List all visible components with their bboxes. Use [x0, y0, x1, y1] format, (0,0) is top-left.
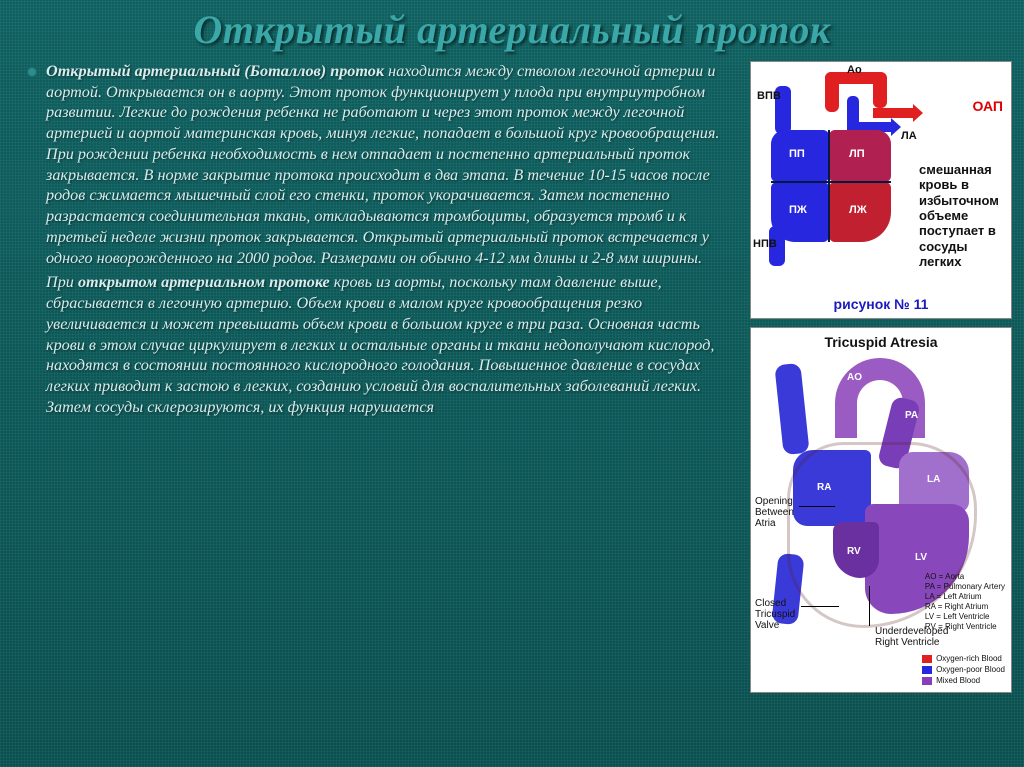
p2-closed: Closed Tricuspid Valve [755, 598, 805, 631]
legend-row: Oxygen-poor Blood [922, 665, 1005, 675]
abbr-row: AO = Aorta [925, 572, 1005, 582]
p2-la: LA [927, 474, 940, 485]
abbr-row: PA = Pulmonary Artery [925, 582, 1005, 592]
text-column: Открытый артериальный (Боталлов) проток … [28, 61, 742, 693]
legend-label: Mixed Blood [936, 676, 980, 686]
para2-pre: При [46, 273, 78, 291]
image-column: ПП ЛП ПЖ ЛЖ Ао ВПВ ОАП ЛА НПВ смешанная … [750, 61, 1012, 693]
p2-ra: RA [817, 482, 831, 493]
bullet-para-1: Открытый артериальный (Боталлов) проток … [28, 61, 742, 268]
lbl-oap: ОАП [972, 98, 1003, 114]
lbl-lp: ЛП [849, 148, 865, 160]
abbr-row: LA = Left Atrium [925, 592, 1005, 602]
oap-side-text: смешанная кровь в избыточном объеме пост… [919, 162, 1005, 269]
para1-bold: Открытый артериальный (Боталлов) проток [46, 62, 384, 80]
slide-title: Открытый артериальный проток [0, 0, 1024, 61]
abbr-row: LV = Left Ventricle [925, 612, 1005, 622]
paragraph-2: При открытом артериальном протоке кровь … [28, 272, 742, 417]
tricuspid-title: Tricuspid Atresia [751, 328, 1011, 352]
p2-rv: RV [847, 546, 861, 557]
lbl-pzh: ПЖ [789, 204, 807, 216]
legend-label: Oxygen-poor Blood [936, 665, 1005, 675]
p2-opening: Opening Between Atria [755, 496, 801, 529]
swatch-icon [922, 677, 932, 685]
lbl-la: ЛА [901, 130, 917, 142]
abbr-row: RA = Right Atrium [925, 602, 1005, 612]
para2-bold: открытом артериальном протоке [78, 273, 330, 291]
p2-ao: AO [847, 372, 862, 383]
lbl-ao: Ао [847, 64, 862, 76]
bullet-icon [28, 68, 36, 76]
figure-oap: ПП ЛП ПЖ ЛЖ Ао ВПВ ОАП ЛА НПВ смешанная … [750, 61, 1012, 319]
p2-abbr: AO = Aorta PA = Pulmonary Artery LA = Le… [925, 572, 1005, 632]
paragraph-1: Открытый артериальный (Боталлов) проток … [46, 61, 742, 268]
lbl-vpv: ВПВ [757, 90, 781, 102]
lbl-lzh: ЛЖ [849, 204, 867, 216]
lbl-npv: НПВ [753, 238, 777, 250]
lbl-pp: ПП [789, 148, 805, 160]
para1-rest: находится между стволом легочной артерии… [46, 62, 719, 267]
para2-rest: кровь из аорты, поскольку там давление в… [46, 273, 714, 415]
figure-tricuspid: Tricuspid Atresia AO [750, 327, 1012, 693]
legend-row: Oxygen-rich Blood [922, 654, 1005, 664]
legend-label: Oxygen-rich Blood [936, 654, 1002, 664]
swatch-icon [922, 666, 932, 674]
abbr-row: RV = Right Ventricle [925, 622, 1005, 632]
swatch-icon [922, 655, 932, 663]
p2-legend: Oxygen-rich Blood Oxygen-poor Blood Mixe… [922, 653, 1005, 686]
p2-pa: PA [905, 410, 918, 421]
p2-lv: LV [915, 552, 927, 563]
content-row: Открытый артериальный (Боталлов) проток … [0, 61, 1024, 693]
legend-row: Mixed Blood [922, 676, 1005, 686]
oap-caption: рисунок № 11 [751, 296, 1011, 312]
